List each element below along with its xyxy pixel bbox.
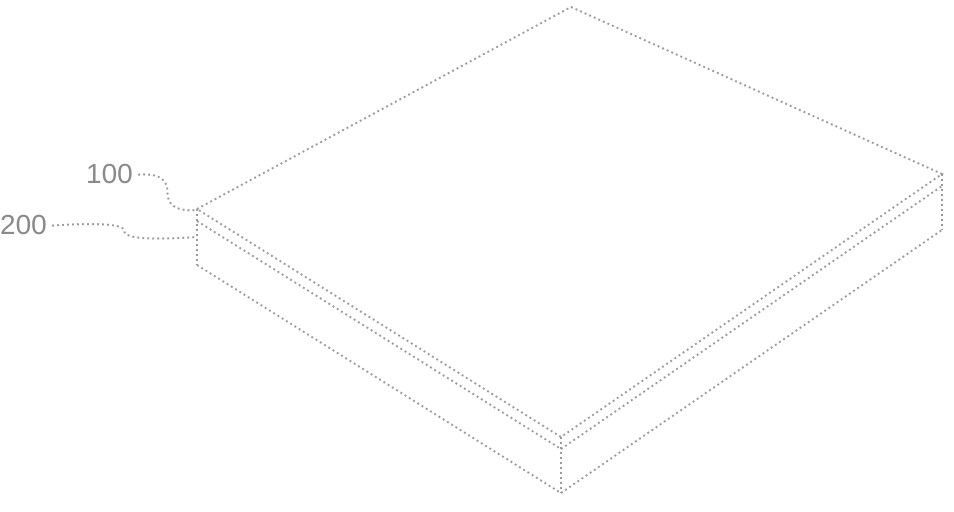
bottom-label: 200 [0,209,47,240]
bottom-leader [52,224,197,238]
top-label: 100 [86,158,133,189]
top-leader [138,174,197,210]
top-face [197,7,942,437]
